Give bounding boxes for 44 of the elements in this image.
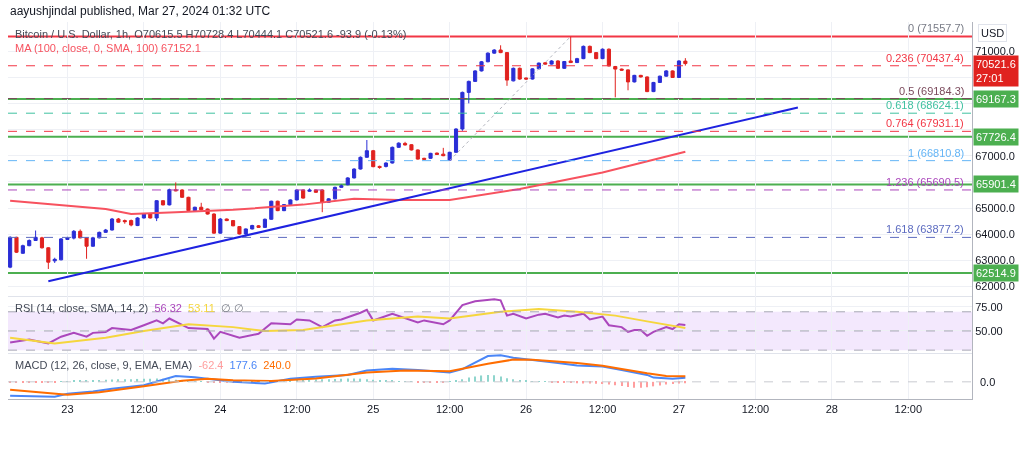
y-tick-label: 71000.0 — [975, 44, 1015, 57]
chart-title: MACD (12, 26, close, 9, EMA, EMA) — [15, 359, 193, 371]
x-tick-label: 12:00 — [894, 403, 923, 416]
x-tick-label: 12:00 — [283, 403, 311, 416]
ref-line-label: 0.5 (69184.3) — [899, 85, 965, 97]
ref-line-label: 1.618 (63877.2) — [886, 223, 964, 235]
y-tick-label: 67000.0 — [975, 149, 1015, 162]
y-tick-label: 63000.0 — [975, 254, 1015, 267]
ref-line-label: 0.236 (70437.4) — [886, 52, 964, 64]
x-tick-label: 28 — [825, 403, 838, 416]
x-tick-label: 12:00 — [435, 403, 464, 416]
series-label: 177.6 — [229, 359, 258, 371]
y-tick-label: 50.00 — [975, 324, 1003, 337]
annotation: 0 (71557.7) — [908, 22, 965, 34]
text: USD — [981, 27, 1005, 39]
annotation: ∅ ∅ — [220, 302, 244, 314]
y-tick-label: 65000.0 — [975, 201, 1015, 214]
text: aayushjindal published, Mar 27, 2024 01:32 UTC — [10, 4, 271, 18]
series-label: -62.4 — [198, 359, 224, 371]
ref-line-label: 0.764 (67931.1) — [886, 117, 964, 129]
series-label: 240.0 — [263, 359, 291, 371]
text: 70521.6 27:01 — [976, 58, 1016, 85]
x-tick-label: 25 — [367, 403, 380, 416]
y-tick-label: 62000.0 — [975, 280, 1015, 293]
x-tick-label: 12:00 — [741, 403, 770, 416]
text: RSI (14, close, SMA, 14, 2) — [15, 302, 149, 314]
x-tick-label: 24 — [214, 403, 227, 416]
ref-line-label: 0.618 (68624.1) — [886, 99, 964, 111]
y-tick-label: 64000.0 — [975, 228, 1015, 241]
text: MA (100, close, 0, SMA, 100) 67152.1 — [15, 42, 201, 55]
series-label: 56.32 — [154, 302, 182, 314]
x-tick-label: 12:00 — [588, 403, 617, 416]
x-tick-label: 12:00 — [130, 403, 158, 416]
x-tick-label: 27 — [672, 403, 686, 416]
ref-line-label: 1 (66810.8) — [908, 147, 965, 159]
ref-line-label: 65901.4 — [976, 178, 1016, 190]
ref-line-label: 62514.9 — [976, 267, 1016, 279]
series-label: 53.11 — [188, 302, 215, 314]
x-tick-label: 23 — [61, 403, 74, 416]
text: 0.0 — [980, 376, 996, 388]
ref-line-label: 69167.3 — [976, 93, 1016, 105]
x-tick-label: 26 — [519, 403, 533, 416]
ref-line-label: 67726.4 — [976, 131, 1016, 143]
y-tick-label: 75.00 — [975, 300, 1003, 313]
